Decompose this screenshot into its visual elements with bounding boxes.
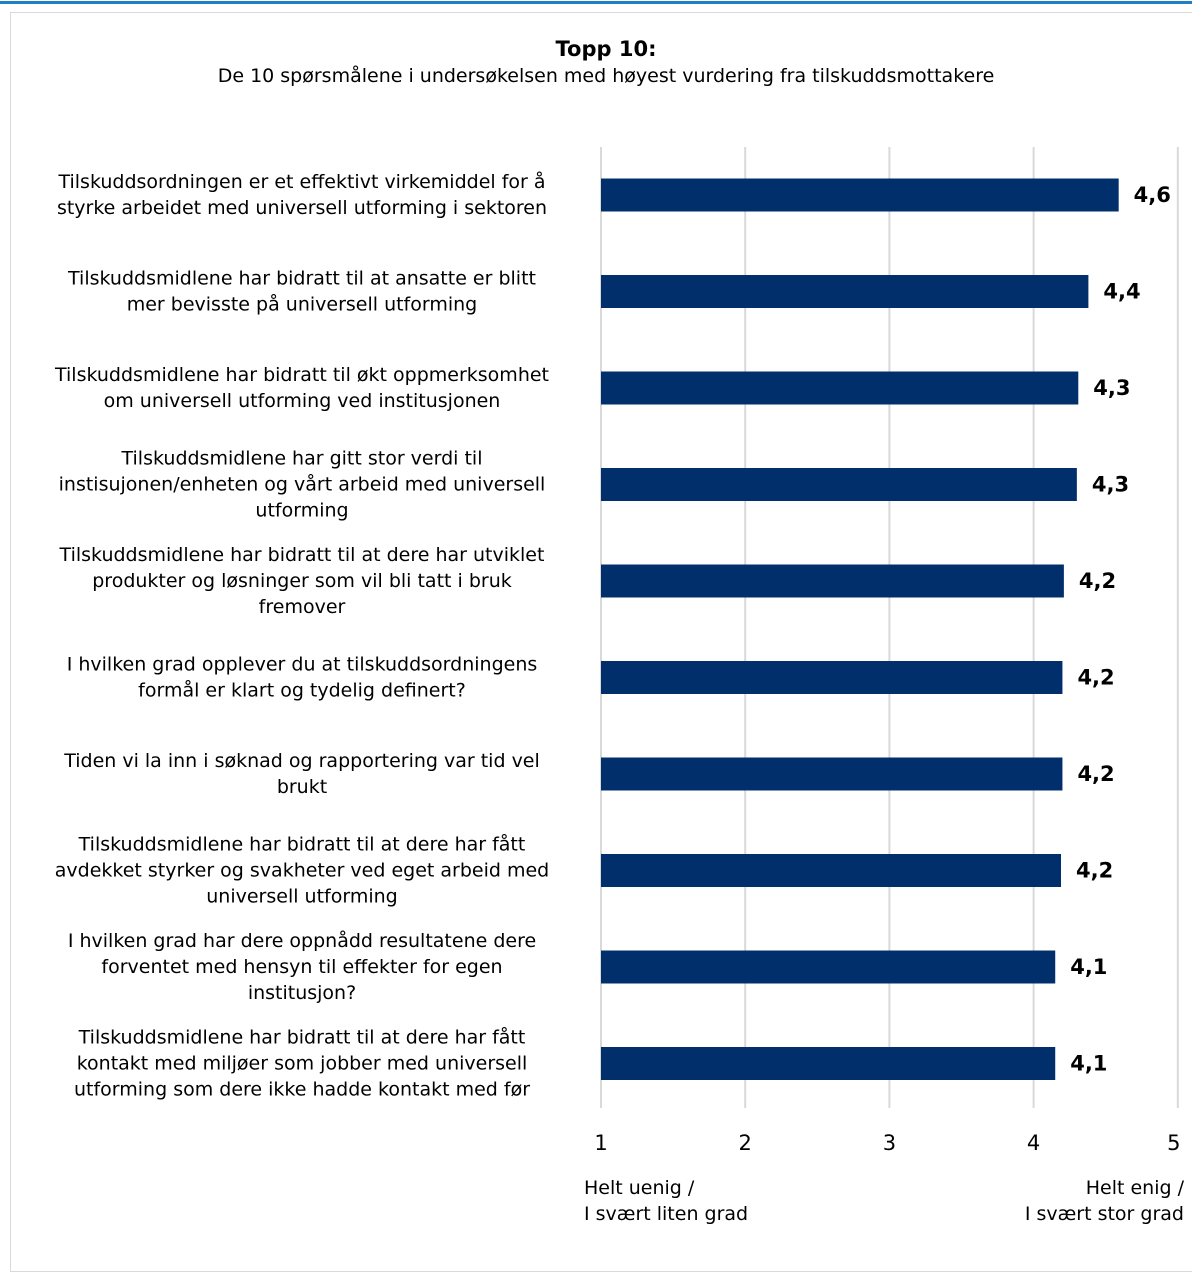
bar (601, 854, 1061, 887)
category-label: I hvilken grad opplever du at tilskuddso… (67, 654, 538, 702)
chart-title: Topp 10: (555, 37, 657, 61)
x-tick-label: 2 (739, 1131, 752, 1155)
category-label: Tilskuddsmidlene har bidratt til at dere… (55, 833, 549, 908)
bars (601, 178, 1119, 1080)
category-label: Tiden vi la inn i søknad og rapportering… (63, 750, 540, 798)
bar (601, 178, 1119, 212)
category-labels: Tilskuddsordningen er et effektivt virke… (54, 170, 549, 1101)
x-tick-label: 1 (594, 1131, 607, 1155)
chart-subtitle: De 10 spørsmålene i undersøkelsen med hø… (217, 65, 995, 87)
category-label: Tilskuddsordningen er et effektivt virke… (57, 170, 547, 219)
bar (601, 950, 1056, 984)
value-label: 4,1 (1070, 955, 1107, 979)
value-label: 4,3 (1092, 473, 1129, 497)
x-tick-label: 5 (1167, 1131, 1180, 1155)
bar (601, 468, 1077, 501)
bar (601, 661, 1063, 694)
bar (601, 275, 1089, 308)
category-label: Tilskuddsmidlene har bidratt til at dere… (74, 1026, 530, 1101)
category-label: Tilskuddsmidlene har bidratt til økt opp… (54, 364, 549, 412)
top-accent-strip (0, 0, 1192, 6)
x-max-label: Helt enig / I svært stor grad (1025, 1177, 1185, 1225)
value-label: 4,2 (1077, 762, 1114, 786)
value-label: 4,2 (1076, 859, 1113, 883)
category-label: Tilskuddsmidlene har bidratt til at ansa… (67, 268, 536, 316)
value-label: 4,1 (1070, 1052, 1107, 1076)
bar (601, 564, 1064, 598)
bar (601, 757, 1063, 791)
category-label: Tilskuddsmidlene har gitt stor verdi til… (59, 448, 546, 522)
bar (601, 371, 1079, 405)
category-label: Tilskuddsmidlene har bidratt til at dere… (59, 544, 545, 618)
x-axis-end-labels: Helt uenig / I svært liten grad Helt enig … (584, 1177, 1185, 1225)
value-label: 4,3 (1093, 376, 1130, 400)
value-label: 4,6 (1134, 183, 1171, 207)
x-min-label: Helt uenig / I svært liten grad (584, 1177, 748, 1225)
value-label: 4,4 (1103, 280, 1140, 304)
bar (601, 1047, 1056, 1080)
x-tick-label: 3 (883, 1131, 896, 1155)
category-label: I hvilken grad har dere oppnådd resultat… (68, 929, 536, 1004)
value-label: 4,2 (1077, 666, 1114, 690)
x-axis-ticks: 1 2 3 4 5 (594, 1131, 1180, 1155)
x-tick-label: 4 (1027, 1131, 1040, 1155)
value-labels: 4,6 4,4 4,3 4,3 4,2 4,2 4,2 4,2 4,1 4,1 (1070, 183, 1171, 1076)
value-label: 4,2 (1079, 569, 1116, 593)
